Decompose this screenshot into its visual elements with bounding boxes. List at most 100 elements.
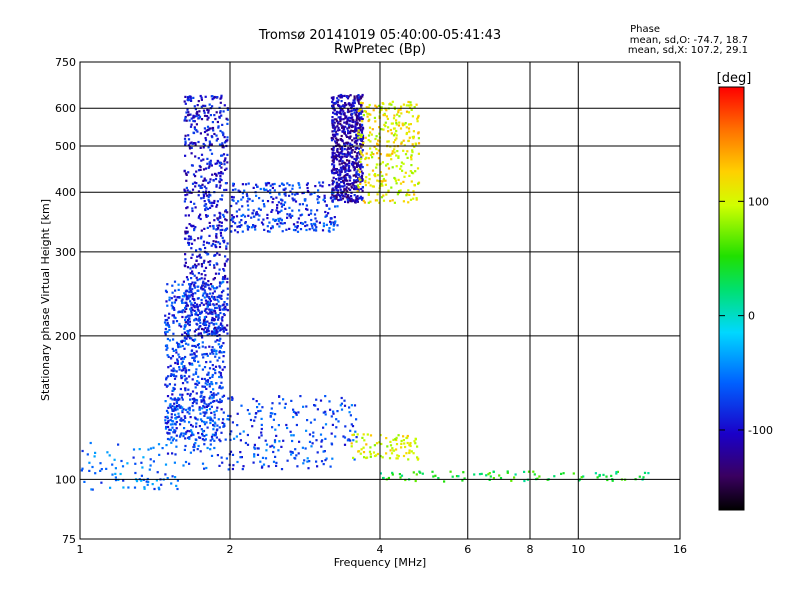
data-point xyxy=(204,203,207,206)
data-point xyxy=(205,379,208,382)
data-point xyxy=(235,215,239,218)
data-point xyxy=(350,129,353,132)
data-point xyxy=(353,404,357,407)
data-point xyxy=(356,135,359,138)
data-point xyxy=(345,154,348,157)
data-point xyxy=(184,306,187,309)
data-point xyxy=(164,463,168,466)
data-point xyxy=(235,435,238,438)
data-point xyxy=(214,117,217,121)
data-point xyxy=(196,305,199,309)
data-point xyxy=(385,437,388,440)
data-point xyxy=(375,105,378,109)
data-point xyxy=(253,443,256,446)
data-point xyxy=(391,473,394,476)
data-point xyxy=(514,473,517,476)
data-point xyxy=(353,97,356,100)
data-point xyxy=(192,114,195,117)
data-point xyxy=(208,324,211,328)
data-point xyxy=(340,185,343,188)
data-point xyxy=(175,439,178,442)
data-point xyxy=(215,306,218,309)
data-point xyxy=(344,125,347,128)
data-point xyxy=(377,139,380,142)
data-point xyxy=(186,114,190,117)
data-point xyxy=(328,207,331,210)
data-point xyxy=(192,397,196,400)
data-point xyxy=(209,352,212,355)
data-point xyxy=(357,147,360,150)
data-point xyxy=(190,302,193,305)
data-point xyxy=(220,317,223,320)
data-point xyxy=(220,114,223,117)
data-point xyxy=(324,413,327,416)
data-point xyxy=(213,132,216,136)
data-point xyxy=(175,348,178,352)
data-point xyxy=(217,218,220,221)
data-point xyxy=(297,182,300,185)
data-point xyxy=(195,392,198,395)
data-point xyxy=(348,119,351,122)
data-point xyxy=(203,277,206,280)
data-point xyxy=(391,447,394,450)
data-point xyxy=(199,168,202,171)
data-point xyxy=(349,169,352,172)
data-point xyxy=(220,387,223,390)
data-point xyxy=(231,214,234,217)
data-point xyxy=(225,117,228,120)
data-point xyxy=(393,176,396,180)
data-point xyxy=(345,141,348,144)
data-point xyxy=(346,194,349,197)
data-point xyxy=(183,448,186,451)
data-point xyxy=(225,245,228,248)
data-point xyxy=(359,101,362,104)
data-point xyxy=(226,418,229,421)
data-point xyxy=(172,314,175,317)
data-point xyxy=(208,140,211,143)
data-point xyxy=(266,213,269,216)
data-point xyxy=(206,253,209,256)
data-point xyxy=(359,151,362,154)
data-point xyxy=(332,410,335,413)
data-point xyxy=(189,416,192,419)
data-point xyxy=(224,182,227,185)
data-point xyxy=(236,225,239,228)
data-point xyxy=(283,406,286,409)
y-tick-label: 400 xyxy=(55,186,76,199)
data-point xyxy=(138,448,141,451)
data-point xyxy=(455,475,459,478)
data-point xyxy=(187,235,191,238)
data-point xyxy=(202,109,206,112)
data-point xyxy=(188,369,191,372)
data-point xyxy=(216,326,219,329)
data-point xyxy=(213,199,216,203)
data-point xyxy=(331,151,334,154)
data-point xyxy=(374,199,377,202)
data-point xyxy=(391,471,394,474)
data-point xyxy=(222,303,225,306)
data-point xyxy=(257,207,260,210)
data-point xyxy=(197,157,200,160)
data-point xyxy=(368,103,371,107)
data-point xyxy=(178,296,181,299)
data-point xyxy=(343,113,346,116)
data-point xyxy=(185,173,188,176)
data-point xyxy=(410,158,413,161)
data-point xyxy=(208,127,212,130)
data-point xyxy=(265,184,268,187)
data-point xyxy=(342,165,345,168)
data-point xyxy=(338,163,341,166)
data-point xyxy=(190,224,193,227)
data-point xyxy=(265,443,269,446)
data-point xyxy=(401,122,404,125)
data-point xyxy=(299,221,303,225)
data-point xyxy=(340,96,343,99)
data-point xyxy=(173,398,176,401)
data-point xyxy=(356,99,359,102)
data-point xyxy=(189,314,192,317)
data-point xyxy=(312,435,315,438)
data-point xyxy=(407,127,411,130)
data-point xyxy=(217,392,220,395)
data-point xyxy=(411,135,414,139)
data-point xyxy=(400,105,403,108)
